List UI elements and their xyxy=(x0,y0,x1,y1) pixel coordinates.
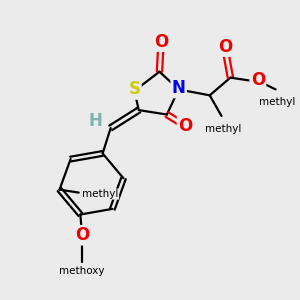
Text: O: O xyxy=(178,117,192,135)
Text: N: N xyxy=(172,79,186,97)
Text: O: O xyxy=(75,226,89,244)
Text: methyl: methyl xyxy=(82,189,118,199)
Text: S: S xyxy=(128,80,140,98)
Text: methyl: methyl xyxy=(205,124,241,134)
Text: O: O xyxy=(218,38,232,56)
Text: H: H xyxy=(88,112,102,130)
Text: methoxy: methoxy xyxy=(59,266,105,276)
Text: O: O xyxy=(154,33,168,51)
Text: methyl: methyl xyxy=(259,97,295,107)
Text: O: O xyxy=(251,71,265,89)
